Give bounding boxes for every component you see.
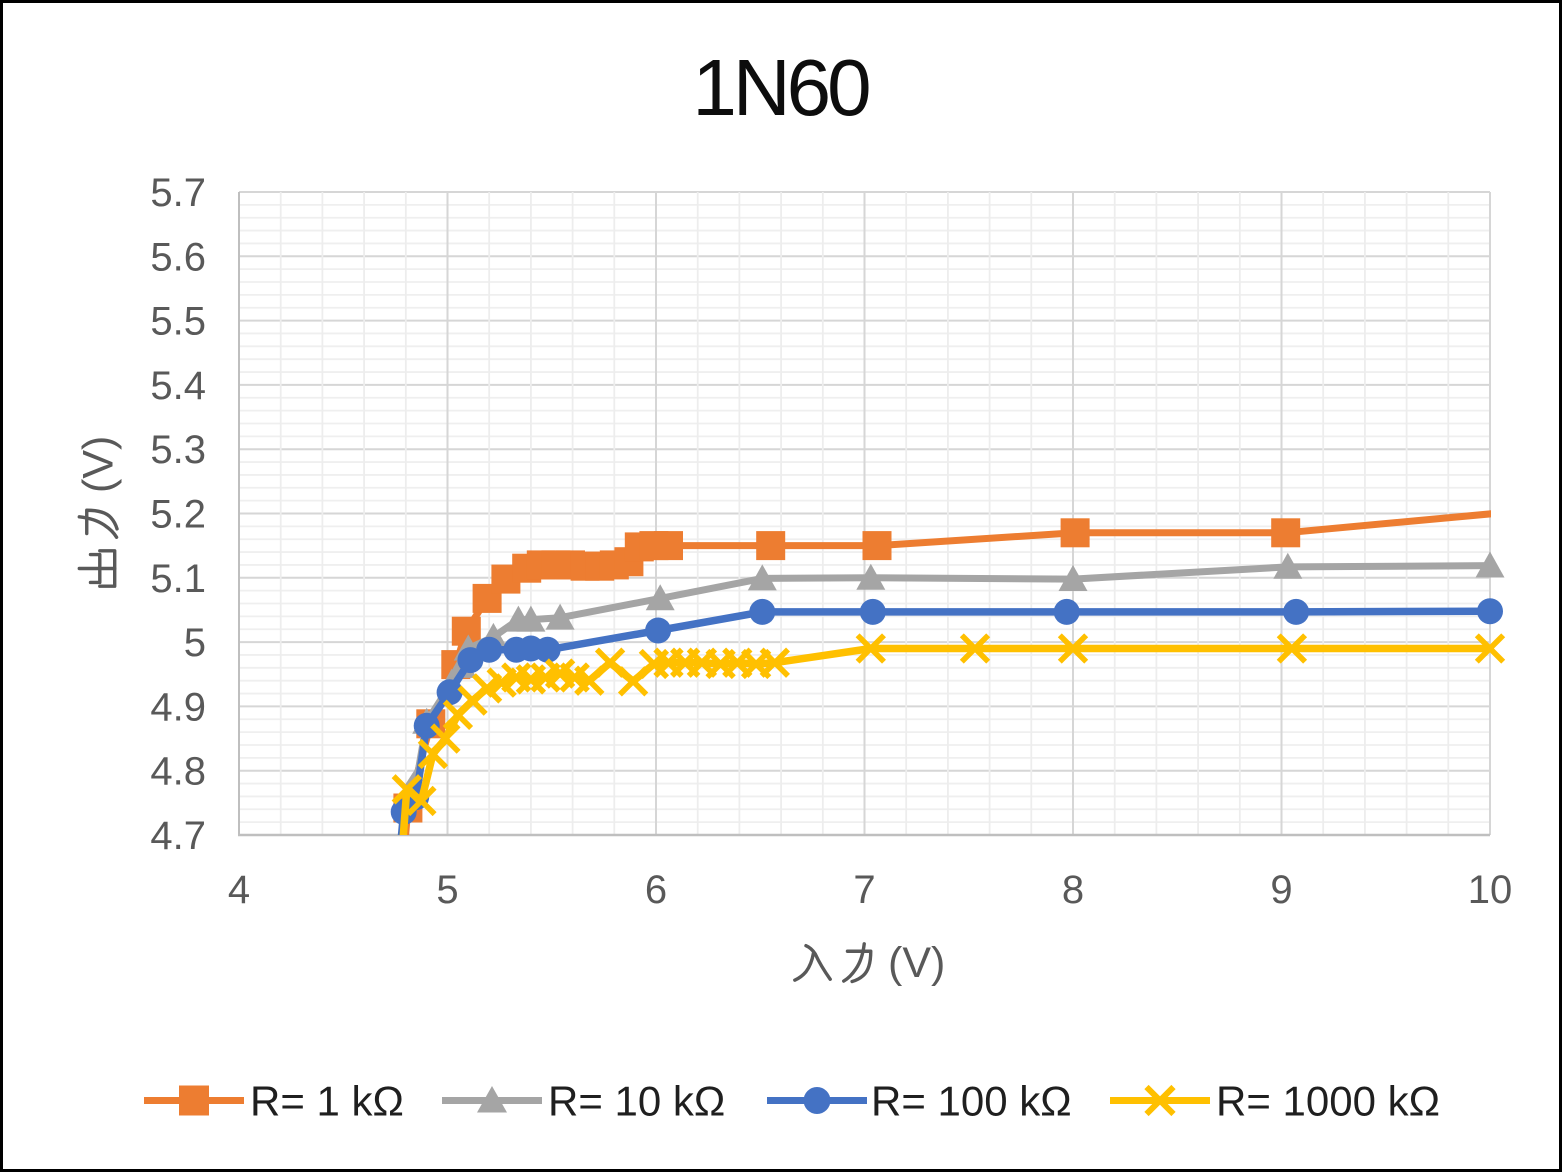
svg-text:1N60: 1N60: [692, 43, 869, 132]
svg-text:9: 9: [1270, 868, 1292, 912]
svg-text:5.5: 5.5: [150, 300, 206, 344]
svg-text:5.3: 5.3: [150, 428, 206, 472]
svg-text:R= 1 kΩ: R= 1 kΩ: [250, 1078, 404, 1125]
svg-text:R= 100 kΩ: R= 100 kΩ: [871, 1078, 1072, 1125]
svg-text:5: 5: [436, 868, 458, 912]
svg-text:4.7: 4.7: [150, 814, 206, 858]
svg-text:R= 10 kΩ: R= 10 kΩ: [548, 1078, 725, 1125]
svg-text:5: 5: [184, 621, 206, 665]
svg-text:4.8: 4.8: [150, 750, 206, 794]
svg-text:5.7: 5.7: [150, 171, 206, 215]
svg-text:5.4: 5.4: [150, 364, 206, 408]
svg-text:6: 6: [645, 868, 667, 912]
svg-text:8: 8: [1062, 868, 1084, 912]
svg-text:4: 4: [228, 868, 250, 912]
svg-text:R= 1000 kΩ: R= 1000 kΩ: [1216, 1078, 1440, 1125]
svg-text:4.9: 4.9: [150, 685, 206, 729]
svg-text:7: 7: [853, 868, 875, 912]
svg-text:5.2: 5.2: [150, 493, 206, 537]
svg-text:(V): (V): [75, 436, 123, 493]
svg-text:10: 10: [1468, 868, 1513, 912]
svg-text:(V): (V): [888, 939, 945, 987]
svg-text:5.6: 5.6: [150, 235, 206, 279]
svg-text:5.1: 5.1: [150, 557, 206, 601]
